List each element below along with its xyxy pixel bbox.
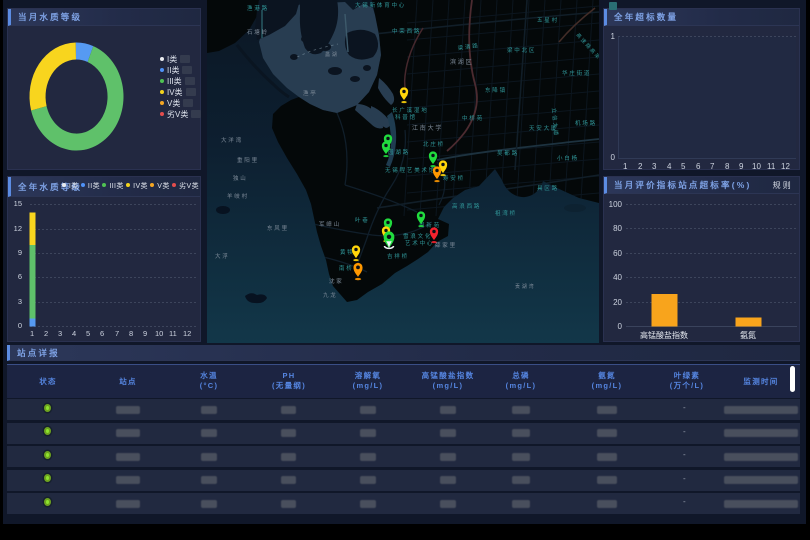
svg-text:具区路: 具区路 [537, 184, 559, 192]
svg-text:蠡湖: 蠡湖 [325, 51, 339, 58]
svg-text:石塘岭: 石塘岭 [247, 28, 269, 36]
svg-text:梁清路: 梁清路 [457, 41, 480, 52]
svg-text:江南大学: 江南大学 [412, 124, 443, 132]
svg-text:薛家里: 薛家里 [435, 241, 457, 249]
svg-text:大洋湾: 大洋湾 [221, 136, 243, 144]
svg-text:黄犊叶: 黄犊叶 [340, 248, 362, 256]
svg-text:北庄桥: 北庄桥 [423, 140, 445, 148]
svg-text:周新苑: 周新苑 [419, 221, 441, 229]
svg-text:渔亭: 渔亭 [303, 89, 318, 97]
svg-text:叶巷: 叶巷 [355, 216, 370, 224]
svg-text:吴都路: 吴都路 [497, 149, 519, 157]
svg-text:东风里: 东风里 [267, 224, 289, 232]
svg-text:重阳里: 重阳里 [237, 156, 259, 164]
svg-text:高浪西路: 高浪西路 [452, 202, 481, 210]
svg-text:五星村: 五星村 [537, 16, 559, 24]
svg-text:天安大厦: 天安大厦 [529, 124, 558, 132]
svg-text:雪浪文化: 雪浪文化 [403, 232, 432, 240]
svg-text:九龙: 九龙 [323, 291, 338, 299]
svg-text:大浮: 大浮 [215, 252, 230, 260]
svg-text:机场路: 机场路 [575, 119, 597, 127]
svg-text:南桥头: 南桥头 [339, 264, 361, 272]
svg-text:梁中北区: 梁中北区 [507, 46, 536, 54]
svg-text:军嶂山: 军嶂山 [319, 220, 341, 228]
svg-text:无锡程艺美术馆: 无锡程艺美术馆 [385, 166, 436, 174]
svg-text:小白杨: 小白杨 [557, 154, 579, 162]
svg-text:大锡新体育中心: 大锡新体育中心 [355, 1, 406, 9]
svg-text:立信大道: 立信大道 [550, 107, 561, 137]
svg-text:滨湖区: 滨湖区 [450, 58, 473, 66]
svg-text:贡湖湾: 贡湖湾 [515, 283, 535, 290]
svg-text:中荣西路: 中荣西路 [392, 27, 421, 35]
svg-text:科普馆: 科普馆 [395, 113, 417, 121]
svg-text:羊岐村: 羊岐村 [227, 192, 249, 200]
svg-text:华庄街道: 华庄街道 [562, 69, 591, 77]
svg-text:寿安桥: 寿安桥 [443, 174, 465, 182]
svg-text:渔港路: 渔港路 [247, 4, 269, 12]
svg-text:长广溪湿地: 长广溪湿地 [392, 106, 429, 114]
svg-text:东降镇: 东降镇 [485, 86, 507, 94]
svg-text:祖湾桥: 祖湾桥 [495, 209, 517, 217]
svg-text:吉祥桥: 吉祥桥 [387, 252, 409, 260]
svg-text:园湖路: 园湖路 [388, 148, 410, 156]
svg-text:沈家: 沈家 [329, 277, 344, 285]
svg-text:艺术中心: 艺术中心 [405, 239, 434, 247]
svg-text:中桥苑: 中桥苑 [462, 114, 484, 122]
svg-text:独山: 独山 [233, 174, 248, 182]
